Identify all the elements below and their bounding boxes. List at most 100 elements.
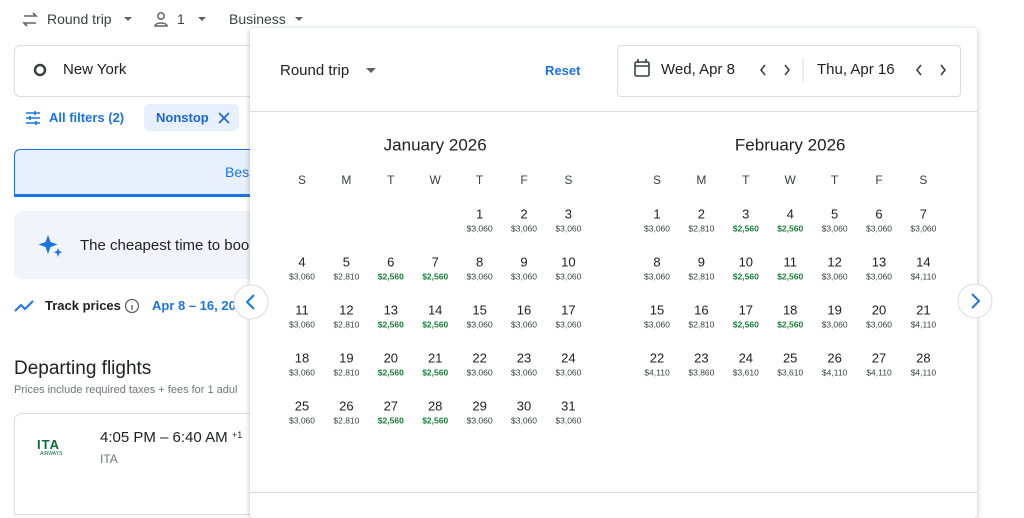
price: $3,060 <box>511 319 537 329</box>
price: $3,060 <box>289 271 315 281</box>
day[interactable]: 19 <box>339 350 353 365</box>
day[interactable]: 19 <box>827 302 841 317</box>
day[interactable]: 16 <box>517 302 531 317</box>
weekday: S <box>564 173 572 187</box>
day[interactable]: 13 <box>384 302 398 317</box>
next-month[interactable] <box>956 282 994 320</box>
day[interactable]: 9 <box>520 254 527 269</box>
tab-label[interactable]: Bes <box>225 164 250 180</box>
flight-times[interactable]: 4:05 PM – 6:40 AM <box>100 429 228 446</box>
day[interactable]: 2 <box>698 206 705 221</box>
price: $4,110 <box>911 319 937 329</box>
day[interactable]: 23 <box>517 350 531 365</box>
day[interactable]: 27 <box>872 350 886 365</box>
page: Round trip 1 Business New York All filte… <box>14 11 994 515</box>
price: $2,560 <box>378 271 404 281</box>
all-filters[interactable]: All filters (2) <box>49 110 125 125</box>
day[interactable]: 14 <box>428 302 442 317</box>
month-title: February 2026 <box>735 135 846 154</box>
day[interactable]: 7 <box>920 206 927 221</box>
day[interactable]: 22 <box>472 350 486 365</box>
day[interactable]: 23 <box>694 350 708 365</box>
day[interactable]: 12 <box>339 302 353 317</box>
chip-label[interactable]: Nonstop <box>156 110 209 125</box>
track-label[interactable]: Track prices <box>45 298 121 313</box>
day[interactable]: 3 <box>565 206 572 221</box>
price: $2,560 <box>422 415 448 425</box>
day[interactable]: 10 <box>739 254 753 269</box>
day[interactable]: 8 <box>476 254 483 269</box>
origin[interactable]: New York <box>63 61 127 78</box>
day[interactable]: 13 <box>872 254 886 269</box>
trip-type[interactable]: Round trip <box>47 11 112 27</box>
day[interactable]: 9 <box>698 254 705 269</box>
cabin[interactable]: Business <box>229 11 286 27</box>
day[interactable]: 25 <box>295 398 309 413</box>
price: $3,610 <box>733 367 759 377</box>
day[interactable]: 28 <box>428 398 442 413</box>
day[interactable]: 11 <box>783 254 797 269</box>
day[interactable]: 15 <box>472 302 486 317</box>
day[interactable]: 6 <box>387 254 394 269</box>
passengers[interactable]: 1 <box>177 11 185 27</box>
day[interactable]: 22 <box>650 350 664 365</box>
day[interactable]: 6 <box>875 206 882 221</box>
price: $2,810 <box>688 271 714 281</box>
chip-close[interactable] <box>218 112 230 124</box>
dialog-trip-type[interactable]: Round trip <box>280 62 350 79</box>
price: $3,060 <box>910 223 936 233</box>
day[interactable]: 12 <box>827 254 841 269</box>
date-dialog: Round trip Reset Wed, Apr 8 Thu, Apr 16 … <box>250 28 977 518</box>
caret <box>366 68 376 73</box>
topbar-icons <box>22 12 303 27</box>
calendar: January 2026 S M T W T F S 1 $3,060 2 $3,060 3 $3,060… <box>289 135 937 425</box>
track-dates[interactable]: Apr 8 – 16, 20 <box>152 298 236 313</box>
prev-month[interactable] <box>232 283 270 321</box>
day[interactable]: 5 <box>343 254 350 269</box>
day[interactable]: 16 <box>694 302 708 317</box>
price: $3,060 <box>511 271 537 281</box>
day[interactable]: 20 <box>872 302 886 317</box>
day[interactable]: 25 <box>783 350 797 365</box>
return-date[interactable]: Thu, Apr 16 <box>817 61 895 78</box>
day[interactable]: 27 <box>384 398 398 413</box>
day[interactable]: 4 <box>787 206 794 221</box>
divider <box>250 492 977 493</box>
day[interactable]: 21 <box>428 350 442 365</box>
day[interactable]: 5 <box>831 206 838 221</box>
day[interactable]: 1 <box>476 206 483 221</box>
day[interactable]: 29 <box>472 398 486 413</box>
depart-date[interactable]: Wed, Apr 8 <box>661 61 735 78</box>
day[interactable]: 21 <box>916 302 930 317</box>
price: $3,860 <box>688 367 714 377</box>
day[interactable]: 18 <box>295 350 309 365</box>
day[interactable]: 2 <box>520 206 527 221</box>
day[interactable]: 28 <box>916 350 930 365</box>
price: $3,060 <box>822 271 848 281</box>
day[interactable]: 26 <box>827 350 841 365</box>
day[interactable]: 3 <box>742 206 749 221</box>
day[interactable]: 30 <box>517 398 531 413</box>
day[interactable]: 24 <box>561 350 575 365</box>
origin-box[interactable] <box>14 45 276 97</box>
day[interactable]: 17 <box>739 302 753 317</box>
day[interactable]: 31 <box>561 398 575 413</box>
day[interactable]: 1 <box>653 206 660 221</box>
day[interactable]: 11 <box>295 302 309 317</box>
price: $2,810 <box>333 415 359 425</box>
day[interactable]: 24 <box>739 350 753 365</box>
day[interactable]: 20 <box>384 350 398 365</box>
day[interactable]: 14 <box>916 254 930 269</box>
day[interactable]: 7 <box>432 254 439 269</box>
tab-active[interactable] <box>14 149 276 197</box>
insight-box <box>14 211 274 279</box>
day[interactable]: 8 <box>653 254 660 269</box>
day[interactable]: 17 <box>561 302 575 317</box>
day[interactable]: 15 <box>650 302 664 317</box>
reset[interactable]: Reset <box>545 63 581 78</box>
day[interactable]: 26 <box>339 398 353 413</box>
airline-logo: ITA <box>37 437 60 452</box>
day[interactable]: 18 <box>783 302 797 317</box>
day[interactable]: 4 <box>298 254 305 269</box>
day[interactable]: 10 <box>561 254 575 269</box>
